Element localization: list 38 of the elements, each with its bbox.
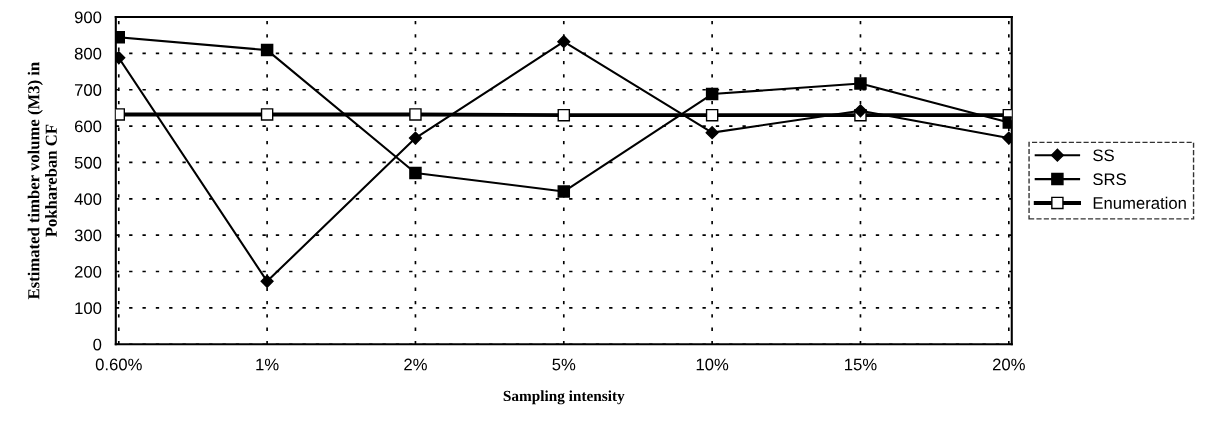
point xyxy=(705,87,719,101)
x-tick-label: 15% xyxy=(845,358,877,371)
y-tick-label: 300 xyxy=(74,229,102,242)
x-axis-title: Sampling intensity xyxy=(503,390,625,405)
y-tick-label: 900 xyxy=(74,11,102,24)
point xyxy=(705,108,719,122)
x-tick-label: 20% xyxy=(992,358,1025,371)
legend-label: SS xyxy=(1093,149,1114,162)
point xyxy=(557,108,571,122)
point xyxy=(260,43,274,57)
y-tick-label: 600 xyxy=(74,120,102,133)
x-tick-label: 1% xyxy=(256,358,279,371)
point xyxy=(854,77,867,90)
legend-label: SRS xyxy=(1093,173,1126,186)
y-tick-label: 400 xyxy=(74,193,102,206)
x-tick-label: 2% xyxy=(404,358,427,371)
point xyxy=(705,126,719,140)
y-tick-label: 200 xyxy=(74,265,102,278)
y-tick-label: 0 xyxy=(93,338,102,351)
point xyxy=(409,108,422,121)
x-tick-label: 5% xyxy=(552,358,576,371)
x-tick-label: 0.60% xyxy=(95,358,142,371)
point xyxy=(260,108,274,121)
point xyxy=(260,274,274,288)
y-axis-title: Estimated timber volume (M3) in Pokhareban CF xyxy=(27,62,57,300)
point xyxy=(408,131,423,145)
legend-label: Enumeration xyxy=(1093,196,1186,209)
point xyxy=(115,108,126,121)
point xyxy=(853,104,868,118)
x-tick-label: 10% xyxy=(696,358,729,371)
point xyxy=(557,35,571,49)
y-tick-label: 800 xyxy=(74,47,102,60)
point xyxy=(409,166,422,180)
y-tick-label: 700 xyxy=(74,84,102,96)
y-tick-label: 500 xyxy=(74,156,102,169)
y-tick-label: 100 xyxy=(75,302,102,315)
point xyxy=(115,31,126,44)
point xyxy=(557,185,571,198)
